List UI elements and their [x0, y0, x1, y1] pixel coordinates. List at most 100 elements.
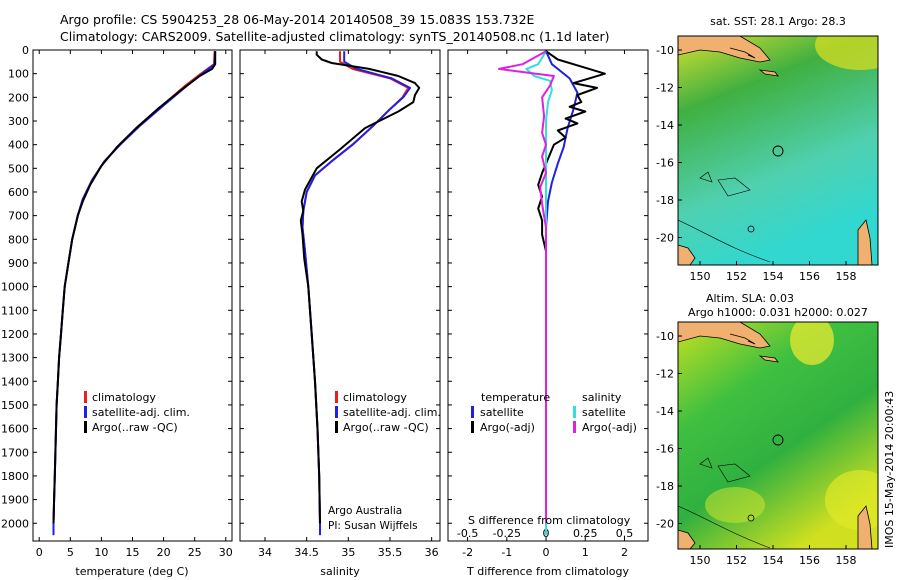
imos-timestamp: IMOS 15-May-2014 20:00:43: [883, 391, 896, 548]
xtick-s-label: 0.25: [573, 527, 598, 540]
xtick-label-difference: -2: [462, 546, 473, 559]
xtick-label-salinity: 35: [341, 546, 355, 559]
ytick-label: 200: [8, 91, 29, 104]
sst-map-title: sat. SST: 28.1 Argo: 28.3: [710, 15, 846, 28]
xtick-label-salinity: 34: [258, 546, 272, 559]
sst-map-ytick-label: -12: [656, 82, 674, 95]
sla-argo-location-marker: [772, 434, 784, 446]
salinity-xlabel: salinity: [320, 565, 360, 578]
sst-map-ytick-label: -14: [656, 119, 674, 132]
header-line2: Climatology: CARS2009. Satellite-adjuste…: [60, 29, 610, 44]
sla-map-ytick-label: -20: [656, 518, 674, 531]
ytick-label: 1500: [1, 399, 29, 412]
reef-contour: [699, 171, 751, 197]
sst-map-xtick-label: 152: [726, 270, 747, 283]
series-difference-s-satellite: [525, 50, 553, 536]
ytick-label: 1200: [1, 328, 29, 341]
xtick-label-salinity: 35.5: [378, 546, 403, 559]
salinity-legend: climatology satellite-adj. clim. Argo(..…: [328, 391, 441, 532]
annotation-line2: PI: Susan Wijffels: [328, 520, 418, 532]
sla-map-xtick-label: 156: [799, 554, 820, 567]
ytick-label: 1600: [1, 423, 29, 436]
legend-sat-swatch: [84, 406, 87, 418]
sla-map-ytick-label: -18: [656, 480, 674, 493]
xtick-label-temperature: 25: [188, 546, 202, 559]
ytick-label: 0: [22, 44, 29, 57]
legend-clim-swatch: [84, 391, 87, 403]
ytick-label: 100: [8, 68, 29, 81]
sst-map: sat. SST: 28.1 Argo: 28.3: [677, 15, 879, 266]
diff-legend-ssat-swatch: [573, 406, 576, 418]
sal-legend-sat-swatch: [335, 406, 338, 418]
sla-map-ytick-label: -14: [656, 405, 674, 418]
series-difference-s-argo-adj-: [498, 50, 555, 524]
ytick-label: 1800: [1, 470, 29, 483]
legend-argo-swatch: [84, 421, 87, 433]
sal-legend-argo-swatch: [335, 421, 338, 433]
ytick-label: 1700: [1, 446, 29, 459]
sla-coastline-islands: [729, 333, 779, 363]
sst-map-ytick-label: -18: [656, 194, 674, 207]
sla-reef-contour: [699, 457, 751, 483]
xtick-s-label: -0.25: [493, 527, 521, 540]
ytick-label: 900: [8, 257, 29, 270]
xtick-label-difference: 1: [582, 546, 589, 559]
diff-legend-s-header: salinity: [582, 391, 622, 404]
sst-warm-patch: [815, 36, 878, 70]
diff-legend-sargo-label: Argo(-adj): [582, 421, 637, 434]
sst-map-ytick-label: -10: [656, 44, 674, 57]
coastline-islands: [729, 47, 779, 77]
sla-coastline-australia: [678, 529, 696, 549]
xtick-label-temperature: 0: [36, 546, 43, 559]
ytick-label: 1400: [1, 375, 29, 388]
diff-legend-tsat-label: satellite: [480, 406, 524, 419]
ytick-label: 700: [8, 210, 29, 223]
legend-clim-label: climatology: [92, 391, 156, 404]
ytick-label: 600: [8, 186, 29, 199]
sal-legend-argo-label: Argo(..raw -QC): [343, 421, 429, 434]
diff-legend-sargo-swatch: [573, 421, 576, 433]
ytick-label: 1900: [1, 494, 29, 507]
diff-legend-ssat-label: satellite: [582, 406, 626, 419]
xtick-label-temperature: 20: [157, 546, 171, 559]
diff-s-axis-label: S difference from climatology: [468, 514, 631, 527]
sal-legend-clim-swatch: [335, 391, 338, 403]
xtick-label-difference: 0: [543, 546, 550, 559]
xtick-label-salinity: 34.5: [294, 546, 319, 559]
coastline-qld: [857, 219, 873, 265]
island-marker: [747, 225, 755, 233]
coastline-png: [678, 36, 771, 63]
sla-map-ytick-label: -16: [656, 443, 674, 456]
sla-high-1: [790, 322, 834, 365]
series-difference-t-argo-adj-: [537, 50, 606, 524]
temperature-xlabel: temperature (deg C): [75, 565, 188, 578]
sla-bathymetry-contour: [678, 505, 771, 549]
ytick-label: 400: [8, 139, 29, 152]
bathymetry-contour: [678, 219, 771, 263]
argo-location-marker: [772, 145, 784, 157]
header-line1: Argo profile: CS 5904253_28 06-May-2014 …: [60, 12, 535, 27]
ytick-label: 800: [8, 233, 29, 246]
xtick-s-label: -0.5: [457, 527, 478, 540]
sla-island-marker: [747, 514, 755, 522]
sal-legend-sat-label: satellite-adj. clim.: [343, 406, 441, 419]
legend-argo-label: Argo(..raw -QC): [92, 421, 178, 434]
difference-panel: [447, 49, 649, 542]
xtick-label-temperature: 10: [94, 546, 108, 559]
sla-map-title2: Argo h1000: 0.031 h2000: 0.027: [688, 306, 868, 319]
ytick-label: 1000: [1, 281, 29, 294]
xtick-label-temperature: 15: [126, 546, 140, 559]
sla-map-xtick-label: 158: [836, 554, 857, 567]
salinity-panel: [239, 49, 441, 542]
sla-coastline-qld: [857, 505, 873, 549]
diff-legend-targo-label: Argo(-adj): [480, 421, 535, 434]
diff-legend-tsat-swatch: [471, 406, 474, 418]
xtick-s-label: 0.5: [616, 527, 634, 540]
sla-map: Altim. SLA: 0.03 Argo h1000: 0.031 h2000…: [677, 292, 879, 550]
xtick-label-difference: 2: [621, 546, 628, 559]
sst-map-ytick-label: -20: [656, 232, 674, 245]
annotation-line1: Argo Australia: [328, 505, 402, 517]
sst-map-xtick-label: 156: [799, 270, 820, 283]
xtick-label-temperature: 30: [219, 546, 233, 559]
sla-map-xtick-label: 154: [763, 554, 784, 567]
